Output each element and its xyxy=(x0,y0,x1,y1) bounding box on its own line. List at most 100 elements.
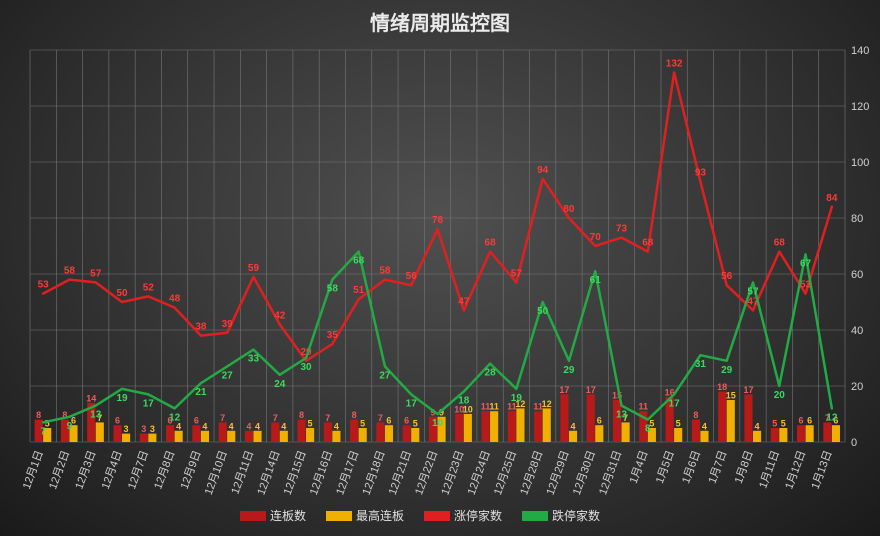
bar-label: 11 xyxy=(489,402,499,412)
line-label: 93 xyxy=(695,168,707,179)
bar-最高连板 xyxy=(280,431,288,442)
x-tick-label: 1月4日 xyxy=(628,449,651,485)
x-tick-label: 12月18日 xyxy=(361,449,388,497)
line-label: 42 xyxy=(274,310,286,321)
bar-label: 6 xyxy=(799,416,804,426)
x-tick-label: 1月6日 xyxy=(680,449,703,485)
bar-label: 5 xyxy=(781,419,786,429)
bar-最高连板 xyxy=(569,431,577,442)
bar-label: 6 xyxy=(807,416,812,426)
line-label: 48 xyxy=(169,294,181,305)
line-label: 38 xyxy=(195,322,207,333)
line-label: 29 xyxy=(721,365,733,376)
legend-swatch xyxy=(522,511,548,521)
line-label: 58 xyxy=(64,266,76,277)
bar-label: 12 xyxy=(542,399,552,409)
x-tick-label: 12月10日 xyxy=(203,449,230,497)
legend-label: 跌停家数 xyxy=(552,508,600,523)
line-label: 58 xyxy=(327,284,339,295)
bar-label: 6 xyxy=(194,416,199,426)
x-tick-label: 12月1日 xyxy=(21,449,46,491)
line-label: 57 xyxy=(90,268,102,279)
line-label: 70 xyxy=(590,232,602,243)
line-label: 29 xyxy=(563,365,575,376)
bar-最高连板 xyxy=(674,428,682,442)
line-label: 51 xyxy=(353,285,365,296)
x-tick-label: 12月28日 xyxy=(518,449,545,497)
line-label: 58 xyxy=(379,266,391,277)
bar-label: 17 xyxy=(743,385,753,395)
legend-label: 连板数 xyxy=(270,508,306,523)
line-label: 30 xyxy=(300,362,312,373)
x-tick-label: 12月16日 xyxy=(308,449,335,497)
bar-连板数 xyxy=(403,425,411,442)
x-tick-label: 1月8日 xyxy=(733,449,756,485)
legend-swatch xyxy=(326,511,352,521)
bar-label: 5 xyxy=(308,419,313,429)
line-label: 59 xyxy=(248,263,260,274)
line-label: 53 xyxy=(38,280,50,291)
line-label: 67 xyxy=(800,258,812,269)
x-tick-label: 12月21日 xyxy=(387,449,414,497)
line-label: 8 xyxy=(645,424,651,435)
line-label: 50 xyxy=(537,306,549,317)
bar-label: 7 xyxy=(273,413,278,423)
bar-连板数 xyxy=(560,394,568,442)
bar-最高连板 xyxy=(543,408,551,442)
y-tick-label: 40 xyxy=(851,325,863,337)
bar-label: 8 xyxy=(693,410,698,420)
line-label: 10 xyxy=(432,418,444,429)
bar-label: 5 xyxy=(772,419,777,429)
y-tick-label: 80 xyxy=(851,213,863,225)
bar-最高连板 xyxy=(411,428,419,442)
x-tick-label: 12月15日 xyxy=(282,449,309,497)
x-tick-label: 12月4日 xyxy=(100,449,125,491)
x-tick-label: 12月24日 xyxy=(466,449,493,497)
line-label: 27 xyxy=(379,370,391,381)
line-label: 13 xyxy=(616,410,628,421)
bar-连板数 xyxy=(587,394,595,442)
y-tick-label: 140 xyxy=(851,45,869,57)
bar-连板数 xyxy=(298,420,306,442)
x-tick-label: 12月11日 xyxy=(229,449,256,496)
line-label: 73 xyxy=(616,224,628,235)
bar-label: 7 xyxy=(378,413,383,423)
line-label: 20 xyxy=(774,390,786,401)
line-label: 17 xyxy=(406,398,418,409)
bar-连板数 xyxy=(166,425,174,442)
x-tick-label: 12月3日 xyxy=(73,449,98,491)
bar-label: 15 xyxy=(726,391,736,401)
bar-label: 4 xyxy=(255,421,260,431)
bar-连板数 xyxy=(113,425,121,442)
bar-连板数 xyxy=(455,414,463,442)
x-tick-label: 12月9日 xyxy=(179,449,204,491)
bar-label: 5 xyxy=(360,419,365,429)
legend-label: 最高连板 xyxy=(356,508,404,523)
bar-连板数 xyxy=(271,422,279,442)
bar-连板数 xyxy=(192,425,200,442)
bar-label: 4 xyxy=(702,421,707,431)
x-tick-label: 1月13日 xyxy=(810,449,835,491)
legend-label: 涨停家数 xyxy=(454,508,502,523)
bar-label: 5 xyxy=(676,419,681,429)
x-tick-label: 1月11日 xyxy=(757,449,782,490)
x-tick-label: 12月31日 xyxy=(597,449,624,497)
bar-连板数 xyxy=(797,425,805,442)
bar-连板数 xyxy=(692,420,700,442)
x-tick-label: 1月12日 xyxy=(783,449,808,491)
bar-label: 5 xyxy=(413,419,418,429)
bar-label: 8 xyxy=(36,410,41,420)
bar-连板数 xyxy=(771,428,779,442)
bar-连板数 xyxy=(613,400,621,442)
bar-label: 4 xyxy=(334,421,339,431)
bar-连板数 xyxy=(823,422,831,442)
line-label: 17 xyxy=(669,398,681,409)
y-tick-label: 0 xyxy=(851,437,857,449)
line-label: 61 xyxy=(590,275,602,286)
bar-label: 6 xyxy=(404,416,409,426)
bar-label: 3 xyxy=(150,424,155,434)
y-tick-label: 100 xyxy=(851,157,869,169)
bar-最高连板 xyxy=(175,431,183,442)
bar-label: 7 xyxy=(325,413,330,423)
line-label: 47 xyxy=(458,296,470,307)
